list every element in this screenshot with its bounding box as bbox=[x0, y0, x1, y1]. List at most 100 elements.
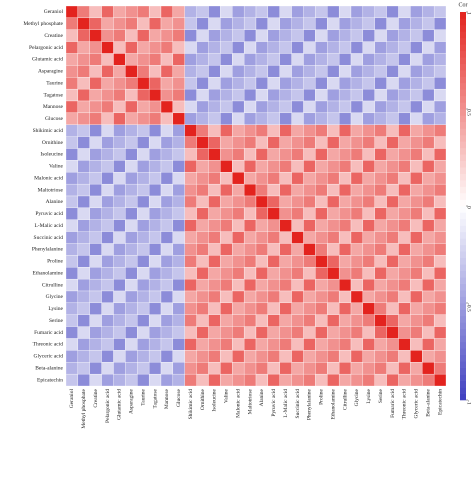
heat-cell bbox=[113, 41, 126, 54]
y-tick-label: Epicatechin bbox=[37, 377, 63, 383]
heat-cell bbox=[255, 160, 269, 173]
heat-cell bbox=[422, 5, 435, 19]
heat-cell bbox=[89, 255, 102, 268]
heat-cell bbox=[148, 160, 162, 173]
heat-cell bbox=[125, 112, 138, 125]
heat-cell bbox=[255, 112, 269, 125]
heat-cell bbox=[148, 5, 162, 19]
heat-cell bbox=[255, 172, 269, 185]
heat-cell bbox=[410, 136, 423, 149]
heat-cell bbox=[315, 172, 328, 185]
heat-cell bbox=[196, 160, 209, 173]
heat-cell bbox=[422, 160, 435, 173]
heat-cell bbox=[243, 338, 257, 351]
heat-cell bbox=[433, 5, 447, 19]
heat-cell bbox=[327, 148, 340, 161]
heat-cell bbox=[386, 53, 399, 66]
heat-cell bbox=[350, 65, 364, 78]
heat-cell bbox=[398, 41, 411, 54]
heat-cell bbox=[386, 5, 399, 19]
heat-cell bbox=[303, 267, 316, 280]
heat-cell bbox=[184, 290, 197, 304]
heat-cell bbox=[255, 41, 269, 54]
heat-cell bbox=[243, 29, 257, 42]
heat-cell bbox=[232, 231, 245, 244]
heat-cell bbox=[101, 195, 114, 209]
heat-cell bbox=[172, 17, 185, 30]
heat-cell bbox=[184, 65, 197, 78]
heat-cell bbox=[89, 219, 102, 232]
heat-cell bbox=[172, 5, 185, 19]
heat-cell bbox=[232, 243, 245, 256]
heat-cell bbox=[386, 148, 399, 161]
y-tick-label: Citrulline bbox=[42, 282, 64, 288]
heat-cell bbox=[291, 290, 304, 304]
heat-cell bbox=[422, 100, 435, 114]
x-tick-label: Glucose bbox=[176, 388, 182, 407]
heat-cell bbox=[315, 350, 328, 363]
heat-cell bbox=[315, 65, 328, 78]
heat-cell bbox=[196, 136, 209, 149]
heat-cell bbox=[386, 183, 399, 197]
heat-cell bbox=[208, 314, 221, 327]
heat-cell bbox=[125, 350, 138, 363]
heat-cell bbox=[350, 231, 364, 244]
heat-cell bbox=[350, 124, 364, 137]
heat-cell bbox=[303, 148, 316, 161]
heat-cell bbox=[362, 255, 375, 268]
heat-cell bbox=[303, 160, 316, 173]
colorbar-tick-label: 0 bbox=[466, 206, 472, 209]
heat-cell bbox=[160, 373, 174, 387]
y-tick-label: Alanine bbox=[46, 199, 64, 205]
heat-cell bbox=[89, 148, 102, 161]
heat-cell bbox=[386, 290, 399, 304]
heat-cell bbox=[89, 243, 102, 256]
heat-cell bbox=[422, 172, 435, 185]
heat-cell bbox=[267, 302, 280, 315]
heat-cell bbox=[374, 314, 387, 327]
heat-cell bbox=[113, 160, 126, 173]
x-tick-label: Shikimic acid bbox=[188, 389, 194, 420]
x-tick-label: Pelargonic acid bbox=[105, 389, 111, 423]
heat-cell bbox=[160, 65, 174, 78]
heat-cell bbox=[422, 195, 435, 209]
heat-cell bbox=[184, 29, 197, 42]
heat-cell bbox=[350, 290, 364, 304]
heat-cell bbox=[303, 195, 316, 209]
heat-cell bbox=[303, 41, 316, 54]
heat-cell bbox=[374, 373, 387, 387]
x-tick-label: L-Malic acid bbox=[283, 389, 289, 418]
heat-cell bbox=[386, 314, 399, 327]
heat-cell bbox=[208, 373, 221, 387]
heat-cell bbox=[279, 88, 292, 102]
heat-cell bbox=[422, 373, 435, 387]
heat-cell bbox=[327, 373, 340, 387]
colorbar-segment bbox=[460, 257, 466, 265]
heat-cell bbox=[350, 278, 364, 292]
heat-cell bbox=[208, 231, 221, 244]
heat-cell bbox=[172, 88, 185, 102]
heat-cell bbox=[279, 255, 292, 268]
heat-cell bbox=[267, 148, 280, 161]
heat-cell bbox=[267, 136, 280, 149]
heat-cell bbox=[279, 267, 292, 280]
colorbar-segment bbox=[460, 283, 466, 291]
colorbar-segment bbox=[460, 173, 466, 181]
heat-cell bbox=[125, 267, 138, 280]
heat-cell bbox=[220, 5, 233, 19]
heat-cell bbox=[255, 255, 269, 268]
colorbar-segment bbox=[460, 167, 466, 174]
heat-cell bbox=[232, 41, 245, 54]
heat-cell bbox=[386, 29, 399, 42]
heat-cell bbox=[220, 243, 233, 256]
heat-cell bbox=[101, 255, 114, 268]
heat-cell bbox=[291, 29, 304, 42]
heat-cell bbox=[374, 53, 387, 66]
heat-cell bbox=[433, 314, 447, 327]
heat-cell bbox=[89, 267, 102, 280]
heat-cell bbox=[184, 243, 197, 256]
heat-cell bbox=[65, 314, 79, 327]
x-tick-label: Isoleucine bbox=[212, 388, 218, 411]
heat-cell bbox=[374, 290, 387, 304]
heat-cell bbox=[184, 255, 197, 268]
